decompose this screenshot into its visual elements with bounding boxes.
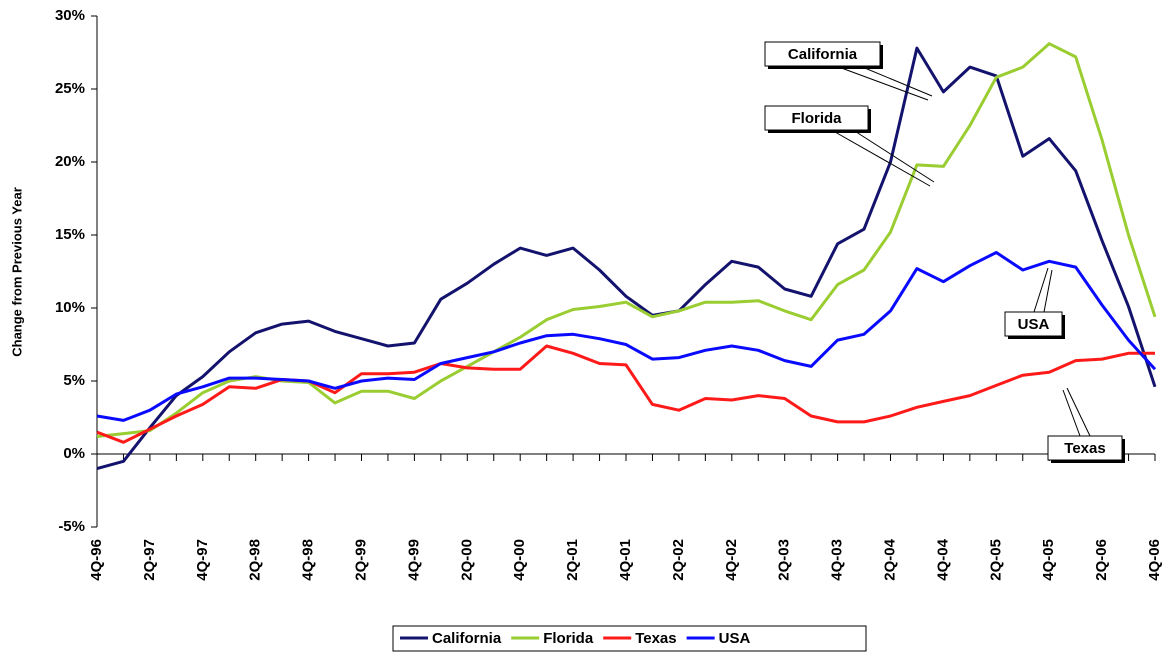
x-tick-label: 4Q-01: [617, 539, 634, 581]
x-tick-label: 4Q-98: [300, 539, 317, 581]
x-tick-label: 2Q-98: [247, 539, 264, 581]
legend-label: Florida: [543, 630, 594, 647]
legend-label: USA: [719, 630, 751, 647]
x-tick-label: 2Q-97: [141, 539, 158, 581]
y-tick-label: 5%: [63, 372, 85, 389]
legend-label: Texas: [635, 630, 676, 647]
y-tick-label: 15%: [55, 226, 85, 243]
callout-leader: [1066, 387, 1091, 437]
callout-leader: [849, 127, 935, 183]
legend-label: California: [432, 630, 502, 647]
y-tick-label: 10%: [55, 299, 85, 316]
callout-leader: [1062, 389, 1081, 437]
x-tick-label: 2Q-01: [564, 539, 581, 581]
callout-box: [1004, 311, 1063, 337]
x-tick-label: 4Q-02: [723, 539, 740, 581]
series-line: [96, 344, 1155, 444]
callout-box: [764, 41, 881, 67]
annotation: USA: [1018, 316, 1050, 333]
x-tick-label: 4Q-99: [405, 539, 422, 581]
y-tick-label: 30%: [55, 7, 85, 24]
x-tick-label: 4Q-96: [88, 539, 105, 581]
annotation: California: [788, 46, 858, 63]
callout-box: [764, 105, 869, 131]
x-tick-label: 2Q-02: [670, 539, 687, 581]
x-tick-label: 2Q-99: [352, 539, 369, 581]
callout-leader: [835, 65, 929, 101]
x-tick-label: 4Q-04: [934, 538, 951, 580]
x-tick-label: 4Q-06: [1146, 539, 1163, 581]
x-tick-label: 4Q-03: [829, 539, 846, 581]
x-tick-label: 2Q-06: [1093, 539, 1110, 581]
x-tick-label: 4Q-00: [511, 539, 528, 581]
y-tick-label: 20%: [55, 153, 85, 170]
x-tick-label: 2Q-03: [776, 539, 793, 581]
y-tick-label: 25%: [55, 80, 85, 97]
x-tick-label: 2Q-00: [458, 539, 475, 581]
annotation: Florida: [791, 110, 842, 127]
series-line: [96, 46, 1157, 471]
y-tick-label: 0%: [63, 445, 85, 462]
callout-leader: [827, 127, 931, 187]
annotation: Texas: [1064, 440, 1105, 457]
y-axis-label: Change from Previous Year: [9, 187, 24, 357]
callout-box: [1047, 435, 1123, 461]
x-tick-label: 4Q-05: [1040, 539, 1057, 581]
x-tick-label: 4Q-97: [194, 539, 211, 581]
series-line: [96, 251, 1157, 422]
callout-leader: [859, 65, 933, 97]
callout-leader: [1033, 267, 1049, 313]
x-tick-label: 2Q-05: [987, 539, 1004, 581]
y-tick-label: -5%: [58, 518, 85, 535]
x-tick-label: 2Q-04: [881, 538, 898, 580]
callout-leader: [1043, 269, 1053, 313]
